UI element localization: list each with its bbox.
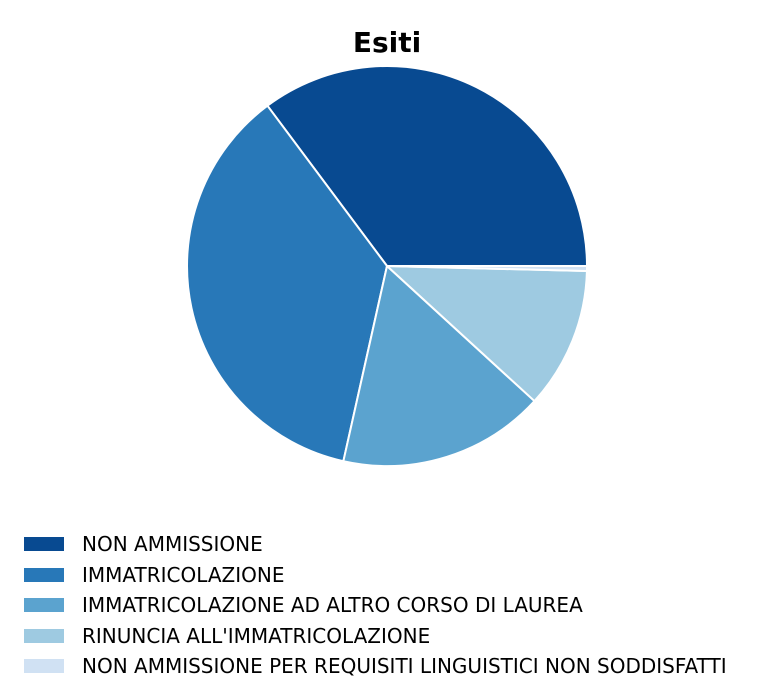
legend-swatch (24, 567, 64, 582)
legend-swatch (24, 659, 64, 673)
pie-slice-1 (266, 65, 588, 267)
legend-swatch (24, 598, 64, 612)
legend-label: NON AMMISSIONE PER REQUISITI LINGUISTICI… (82, 654, 727, 678)
legend-swatch (24, 628, 64, 643)
pie-slices (186, 65, 589, 467)
pie-slice-5 (386, 265, 589, 273)
legend-label: IMMATRICOLAZIONE AD ALTRO CORSO DI LAURE… (82, 593, 583, 617)
pie-chart (186, 65, 589, 467)
legend-swatch (24, 537, 64, 551)
chart-title: Esiti (352, 26, 422, 59)
legend-label: NON AMMISSIONE (82, 532, 263, 556)
legend-label: RINUNCIA ALL'IMMATRICOLAZIONE (82, 623, 431, 648)
pie-slice-2 (186, 104, 388, 463)
pie-slice-3 (342, 265, 536, 467)
legend-label: IMMATRICOLAZIONE (82, 562, 285, 587)
pie-slice-4 (386, 265, 588, 403)
